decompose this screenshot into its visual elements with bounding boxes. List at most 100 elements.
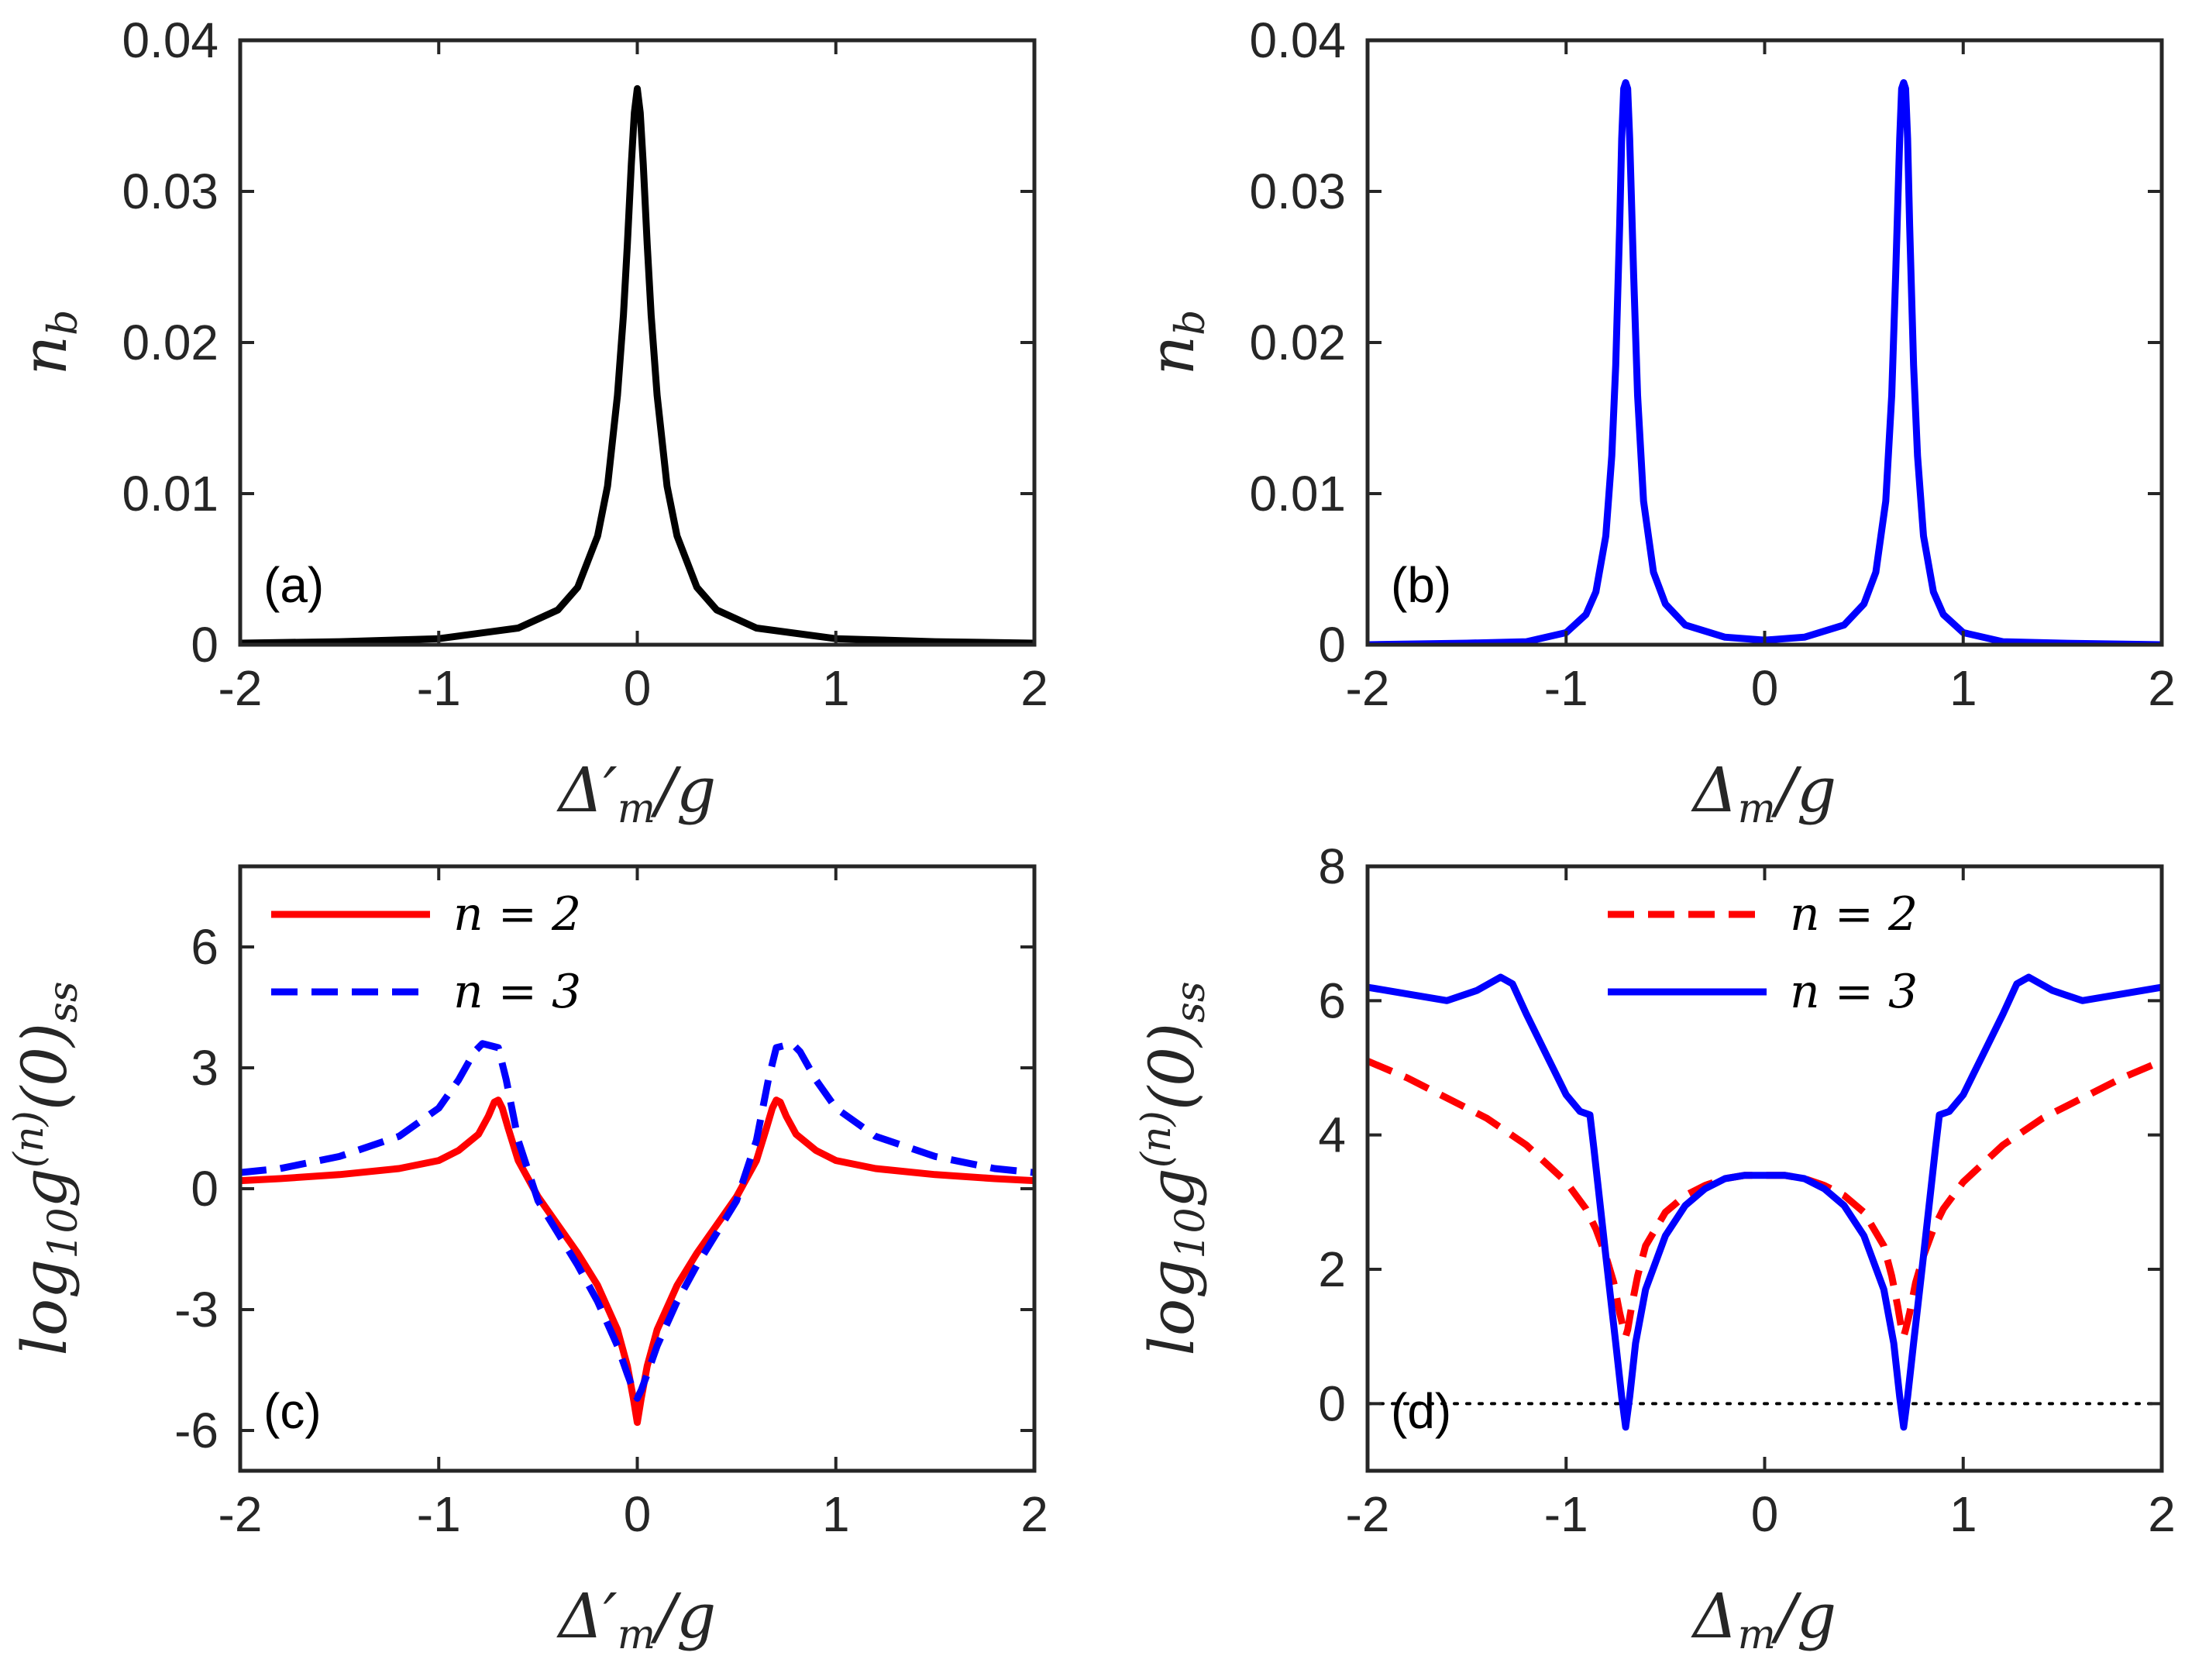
x-axis-label: Δm/g — [1691, 754, 1836, 832]
x-tick-label: -2 — [1346, 1486, 1390, 1542]
y-tick-label: 0.02 — [1249, 315, 1346, 370]
y-tick-label: 0.01 — [1249, 466, 1346, 522]
axes-box — [238, 38, 1037, 647]
x-axis-label-sub: m — [618, 1612, 656, 1658]
x-tick-label: 0 — [624, 660, 652, 716]
y-axis-label-end-sub: ss — [40, 981, 87, 1022]
x-axis-label-tail: /g — [1770, 1580, 1836, 1652]
y-tick-label: -3 — [174, 1282, 218, 1337]
y-tick-label: 0 — [191, 617, 218, 673]
x-tick-label: 2 — [2148, 1486, 2176, 1542]
y-tick-label: 0 — [191, 1161, 218, 1217]
y-axis-label-main: n — [1136, 336, 1208, 376]
x-axis-label: Δm/g — [1691, 1580, 1836, 1658]
y-axis-label-end-sub: ss — [1168, 981, 1214, 1022]
x-tick-label: 1 — [822, 660, 850, 716]
x-tick-label: 1 — [1949, 660, 1977, 716]
y-axis-label-end: (0) — [9, 1023, 81, 1110]
x-tick-label: -1 — [417, 1486, 461, 1542]
series-line-n3 — [240, 1040, 1034, 1402]
y-tick-label: 3 — [191, 1040, 218, 1096]
x-axis-label: Δ′m/g — [556, 1580, 716, 1658]
y-axis-label-sub: b — [1168, 310, 1214, 336]
x-axis-label: Δ′m/g — [556, 754, 716, 832]
panel-label: (d) — [1391, 1383, 1451, 1439]
y-axis-label: nb — [1136, 310, 1214, 376]
y-tick-label: 0.03 — [1249, 164, 1346, 219]
y-axis-label: nb — [9, 310, 87, 376]
x-axis-label-main: Δ′ — [556, 754, 618, 826]
y-axis-label-sup: (n) — [6, 1110, 53, 1168]
legend-label: n = 3 — [453, 965, 581, 1019]
y-tick-label: 6 — [1318, 973, 1346, 1028]
y-tick-label: 8 — [1318, 838, 1346, 894]
panel-b: -2 -1 0 1 2 0 0.01 0.02 0.03 0.04 (b) Δm/g nb — [1136, 12, 2176, 832]
legend: n = 2 n = 3 — [271, 887, 581, 1019]
x-tick-label: -1 — [1544, 1486, 1588, 1542]
y-axis-label-main: log — [9, 1259, 81, 1356]
y-tick-label: 0.04 — [122, 12, 218, 68]
y-axis-label-sub: 10 — [40, 1207, 87, 1258]
series-group — [240, 1040, 1034, 1427]
y-axis-label-end: (0) — [1136, 1023, 1208, 1110]
series-line-n2 — [1368, 1058, 2162, 1341]
x-tick-label: -1 — [417, 660, 461, 716]
x-axis-label-sub: m — [1738, 1612, 1776, 1658]
legend: n = 2 n = 3 — [1608, 887, 1918, 1019]
x-tick-label: -2 — [218, 660, 263, 716]
y-tick-label: 4 — [1318, 1107, 1346, 1163]
y-axis-label: log10g(n)(0)ss — [1134, 981, 1214, 1355]
x-tick-label: -1 — [1544, 660, 1588, 716]
y-axis-label-main: n — [9, 336, 81, 376]
axes-box — [238, 864, 1037, 1473]
x-tick-label: 1 — [1949, 1486, 1977, 1542]
panel-label: (c) — [263, 1383, 322, 1439]
x-axis-label-main: Δ — [1691, 1580, 1738, 1652]
series-line-n2 — [240, 1096, 1034, 1427]
series-group — [1368, 79, 2162, 645]
y-tick-label: 2 — [1318, 1241, 1346, 1297]
y-tick-label: 0 — [1318, 1375, 1346, 1431]
x-axis-label-tail: /g — [650, 1580, 716, 1652]
x-axis-label-sub: m — [1738, 786, 1776, 832]
legend-label: n = 3 — [1790, 965, 1918, 1019]
legend-label: n = 2 — [1790, 887, 1918, 942]
series-line-n_b — [240, 84, 1034, 645]
panel-c: -2 -1 0 1 2 -6 -3 0 3 6 (c) Δ′m/g log10g(n)(0)ss n = … — [6, 864, 1048, 1658]
y-tick-label: 0 — [1318, 617, 1346, 673]
y-tick-label: 0.03 — [122, 164, 218, 219]
x-tick-label: 2 — [2148, 660, 2176, 716]
x-axis-label-tail: /g — [1770, 754, 1836, 826]
x-tick-label: 0 — [1751, 1486, 1779, 1542]
x-tick-label: 0 — [1751, 660, 1779, 716]
y-tick-label: 0.01 — [122, 466, 218, 522]
x-tick-label: 1 — [822, 1486, 850, 1542]
legend-label: n = 2 — [453, 887, 581, 942]
x-tick-label: 0 — [624, 1486, 652, 1542]
y-tick-label: 0.04 — [1249, 12, 1346, 68]
series-group — [240, 84, 1034, 645]
panel-label: (b) — [1391, 557, 1451, 613]
series-line-n3 — [1368, 973, 2162, 1431]
y-tick-label: -6 — [174, 1403, 218, 1458]
y-axis-label-sub: 10 — [1168, 1207, 1214, 1258]
y-tick-label: 6 — [191, 919, 218, 975]
y-axis-label-tail: g — [9, 1168, 81, 1207]
x-axis-label-main: Δ — [1691, 754, 1738, 826]
x-axis-label-main: Δ′ — [556, 1580, 618, 1652]
x-axis-label-sub: m — [618, 786, 656, 832]
x-tick-label: 2 — [1020, 660, 1048, 716]
y-axis-label-sup: (n) — [1134, 1110, 1180, 1168]
series-group — [1368, 973, 2162, 1431]
panel-label: (a) — [263, 557, 324, 613]
axes-box — [1365, 38, 2164, 647]
y-axis-label: log10g(n)(0)ss — [6, 981, 87, 1355]
y-tick-label: 0.02 — [122, 315, 218, 370]
x-axis-label-tail: /g — [650, 754, 716, 826]
series-line-n_b — [1368, 79, 2162, 645]
x-tick-label: -2 — [1346, 660, 1390, 716]
x-tick-label: 2 — [1020, 1486, 1048, 1542]
axes-box — [1365, 864, 2164, 1473]
